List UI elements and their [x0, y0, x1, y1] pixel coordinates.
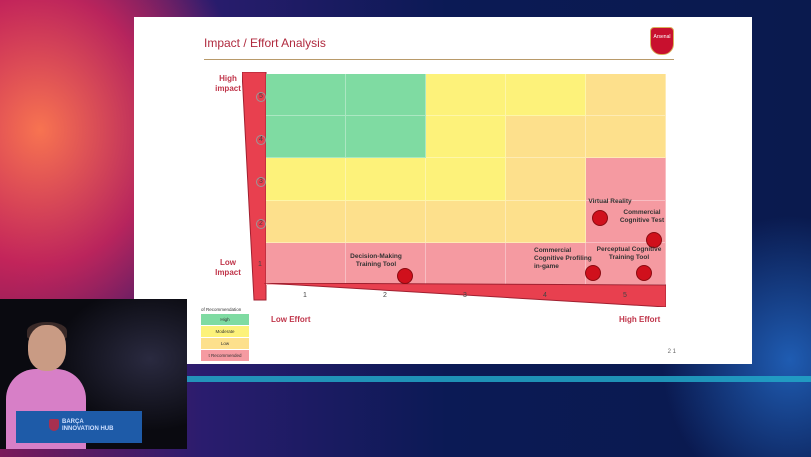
speaker-camera-inset: BARÇA INNOVATION HUB — [0, 299, 187, 449]
podium-line: BARÇA — [62, 419, 84, 425]
barca-crest-icon — [49, 419, 59, 431]
matrix-cell — [586, 74, 666, 117]
matrix-cell — [506, 74, 586, 117]
item-line: Training Tool — [608, 254, 650, 261]
y-tick: 2 — [256, 219, 266, 229]
legend-row-low: Low — [201, 338, 249, 350]
presentation-slide: Impact / Effort Analysis Arsenal High imp… — [134, 17, 752, 364]
x-tick: 5 — [623, 292, 627, 299]
y-tick: 4 — [256, 135, 266, 145]
legend-row-moderate: Moderate — [201, 326, 249, 338]
matrix-cell — [426, 116, 506, 159]
matrix-cell — [346, 74, 426, 117]
matrix-cell — [266, 158, 346, 201]
matrix-cell — [586, 116, 666, 159]
low-effort-label: Low Effort — [271, 315, 311, 324]
high-impact-text: High impact — [215, 74, 241, 93]
item-line: Perceptual Cognitive — [596, 246, 662, 253]
matrix-cell — [266, 116, 346, 159]
logo-text: Arsenal — [653, 34, 671, 40]
legend-row-high: High — [201, 314, 249, 326]
high-effort-label: High Effort — [619, 315, 661, 324]
podium-line: INNOVATION HUB — [62, 426, 114, 432]
item-cognitive-profiling-dot — [585, 265, 601, 281]
matrix-cell — [266, 200, 346, 243]
matrix-cell — [346, 200, 426, 243]
item-decision-making-dot — [397, 268, 413, 284]
high-impact-label: High impact — [208, 74, 248, 94]
y-tick: 1 — [258, 261, 262, 268]
matrix-cell — [426, 242, 506, 285]
matrix-cell — [506, 200, 586, 243]
legend-heading: of Recommendation — [201, 307, 242, 312]
x-tick: 3 — [463, 292, 467, 299]
arsenal-crest-logo: Arsenal — [650, 27, 674, 55]
impact-axis-arrow — [242, 72, 267, 301]
matrix-cell — [426, 158, 506, 201]
low-impact-text: Low Impact — [215, 258, 241, 277]
item-line: Commercial — [534, 247, 572, 254]
y-tick: 3 — [256, 177, 266, 187]
matrix-cell — [586, 158, 666, 201]
item-line: Virtual Reality — [588, 198, 632, 205]
x-tick: 1 — [303, 292, 307, 299]
matrix-cell — [266, 74, 346, 117]
matrix-cell — [266, 242, 346, 285]
item-commercial-cognitive-test-label: Commercial Cognitive Test — [614, 209, 670, 225]
recommendation-legend: of Recommendation High Moderate Low t Re… — [201, 307, 249, 362]
matrix-cell — [346, 116, 426, 159]
item-line: Cognitive Profiling — [534, 255, 592, 262]
speaker-head — [28, 325, 66, 371]
matrix-cell — [506, 158, 586, 201]
item-line: Decision-Making — [350, 253, 402, 260]
x-tick: 4 — [543, 292, 547, 299]
y-tick: 5 — [256, 92, 266, 102]
effort-axis-arrow — [264, 283, 666, 307]
impact-effort-matrix — [266, 74, 666, 285]
matrix-cell — [426, 74, 506, 117]
matrix-cell — [506, 116, 586, 159]
low-impact-label: Low Impact — [208, 258, 248, 278]
item-perceptual-cognitive-label: Perceptual Cognitive Training Tool — [594, 246, 664, 262]
item-line: Cognitive Test — [619, 217, 665, 224]
page-number: 2 1 — [667, 349, 676, 355]
item-virtual-reality-label: Virtual Reality — [582, 198, 638, 206]
slide-title: Impact / Effort Analysis — [204, 36, 326, 50]
title-divider — [204, 59, 674, 60]
item-perceptual-cognitive-dot — [636, 265, 652, 281]
x-tick: 2 — [383, 292, 387, 299]
podium: BARÇA INNOVATION HUB — [16, 411, 142, 443]
matrix-cell — [426, 200, 506, 243]
item-line: Training Tool — [355, 261, 397, 268]
stage-light-stripe — [0, 376, 811, 382]
item-cognitive-profiling-label: Commercial Cognitive Profiling in-game — [534, 247, 602, 271]
item-virtual-reality-dot — [592, 210, 608, 226]
item-commercial-cognitive-test-dot — [646, 232, 662, 248]
item-line: Commercial — [623, 209, 661, 216]
matrix-cell — [346, 158, 426, 201]
legend-row-not-recommended: t Recommended — [201, 350, 249, 362]
podium-text: BARÇA INNOVATION HUB — [62, 419, 113, 433]
item-line: in-game — [534, 263, 559, 270]
item-decision-making-label: Decision-Making Training Tool — [346, 253, 406, 269]
